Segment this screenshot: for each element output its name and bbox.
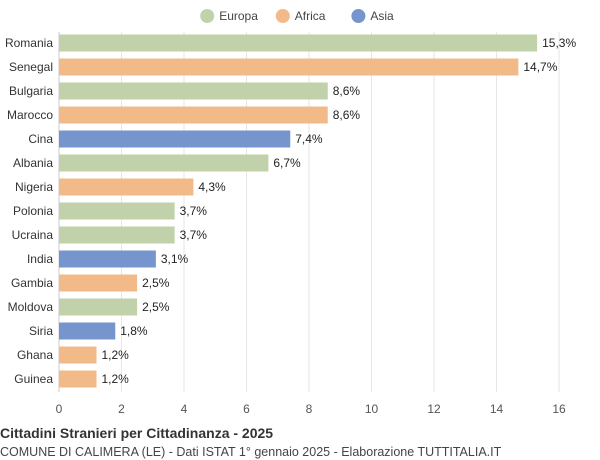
bar — [59, 154, 269, 172]
x-tick-label: 8 — [306, 402, 313, 416]
category-label: Bulgaria — [9, 84, 53, 98]
bar — [59, 34, 538, 52]
legend-label: Europa — [219, 9, 258, 23]
value-label: 8,6% — [333, 108, 361, 122]
value-label: 1,2% — [102, 348, 130, 362]
category-label: Senegal — [9, 60, 53, 74]
x-tick-label: 4 — [181, 402, 188, 416]
value-label: 14,7% — [523, 60, 557, 74]
value-label: 8,6% — [333, 84, 361, 98]
category-label: Nigeria — [15, 180, 53, 194]
category-label: Ghana — [17, 348, 53, 362]
legend-marker — [275, 9, 290, 23]
bar — [59, 178, 194, 196]
category-label: India — [27, 252, 53, 266]
bar — [59, 58, 519, 76]
legend-label: Africa — [295, 9, 326, 23]
category-label: Cina — [28, 132, 53, 146]
legend-label: Asia — [370, 9, 394, 23]
category-label: Romania — [5, 36, 53, 50]
value-label: 1,8% — [120, 324, 148, 338]
legend-marker — [351, 9, 366, 23]
bar — [59, 322, 116, 340]
bar — [59, 82, 328, 100]
category-label: Polonia — [13, 204, 53, 218]
x-tick-label: 16 — [552, 402, 566, 416]
bar — [59, 130, 291, 148]
value-label: 2,5% — [142, 276, 170, 290]
bars: Romania 15,3% Senegal 14,7% Bulgaria 8,6% Maro… — [5, 34, 576, 388]
bar — [59, 370, 97, 388]
x-tick-label: 0 — [56, 402, 63, 416]
chart-subtitle: COMUNE DI CALIMERA (LE) - Dati ISTAT 1° … — [0, 445, 502, 459]
category-label: Guinea — [14, 372, 53, 386]
x-tick-label: 12 — [427, 402, 441, 416]
bar — [59, 274, 138, 292]
x-axis: 0 2 4 6 8 10 12 14 16 — [56, 402, 566, 416]
legend: Europa Africa Asia — [200, 9, 394, 23]
x-tick-label: 6 — [243, 402, 250, 416]
bar — [59, 298, 138, 316]
bar-chart: Europa Africa Asia Romania 15,3% Senegal 14,7… — [5, 9, 576, 416]
category-label: Ucraina — [12, 228, 54, 242]
value-label: 6,7% — [273, 156, 301, 170]
value-label: 15,3% — [542, 36, 576, 50]
bar — [59, 346, 97, 364]
value-label: 3,7% — [180, 228, 208, 242]
value-label: 7,4% — [295, 132, 323, 146]
category-label: Albania — [13, 156, 53, 170]
x-tick-label: 2 — [118, 402, 125, 416]
bar — [59, 202, 175, 220]
value-label: 3,7% — [180, 204, 208, 218]
category-label: Gambia — [11, 276, 53, 290]
chart-title: Cittadini Stranieri per Cittadinanza - 2… — [0, 425, 274, 441]
value-label: 2,5% — [142, 300, 170, 314]
bar — [59, 106, 328, 124]
category-label: Siria — [29, 324, 53, 338]
category-label: Moldova — [8, 300, 54, 314]
value-label: 1,2% — [102, 372, 130, 386]
bar — [59, 250, 156, 268]
bar — [59, 226, 175, 244]
value-label: 4,3% — [198, 180, 226, 194]
value-label: 3,1% — [161, 252, 189, 266]
legend-marker — [200, 9, 215, 23]
x-tick-label: 10 — [365, 402, 379, 416]
category-label: Marocco — [7, 108, 53, 122]
x-tick-label: 14 — [490, 402, 504, 416]
